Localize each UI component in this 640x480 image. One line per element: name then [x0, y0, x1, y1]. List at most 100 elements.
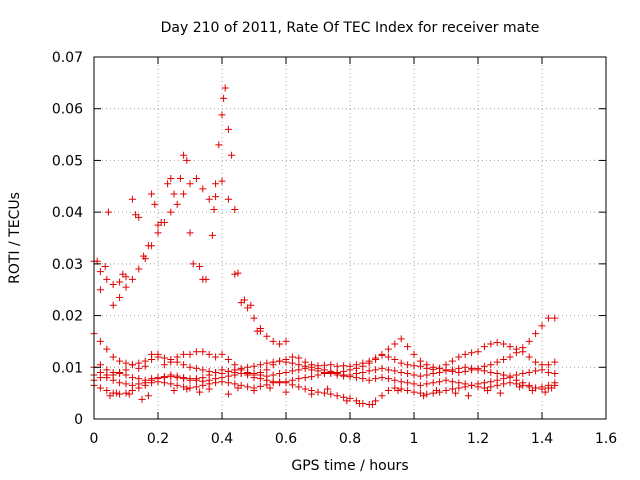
data-point [493, 338, 501, 346]
data-point [247, 301, 255, 309]
data-point [397, 378, 405, 386]
data-point [186, 384, 194, 392]
data-point [128, 275, 136, 283]
series-track-f [90, 175, 290, 348]
data-point [308, 363, 316, 371]
data-point [103, 345, 111, 353]
data-point [224, 390, 232, 398]
data-point [160, 361, 168, 369]
data-point [224, 356, 232, 364]
data-point [519, 369, 527, 377]
data-point [461, 350, 469, 358]
data-point [480, 362, 488, 370]
y-tick-label: 0 [74, 412, 83, 428]
data-point [551, 379, 559, 387]
data-point [365, 367, 373, 375]
data-point [391, 376, 399, 384]
data-point [404, 387, 412, 395]
data-point [468, 381, 476, 389]
data-point [544, 361, 552, 369]
data-point [416, 372, 424, 380]
axis-ticks [93, 56, 607, 420]
data-point [301, 374, 309, 382]
data-point [256, 382, 264, 390]
data-point [551, 314, 559, 322]
data-point [109, 368, 117, 376]
data-point [218, 350, 226, 358]
data-point [416, 381, 424, 389]
data-point [196, 262, 204, 270]
data-point [541, 388, 549, 396]
data-point [256, 361, 264, 369]
data-point [516, 383, 524, 391]
data-point [234, 384, 242, 392]
data-point [442, 387, 450, 395]
data-point [276, 379, 284, 387]
data-point [234, 269, 242, 277]
data-point [468, 366, 476, 374]
data-point [308, 373, 316, 381]
data-point [180, 151, 188, 159]
data-point [378, 350, 386, 358]
data-point [135, 213, 143, 221]
data-point [496, 389, 504, 397]
data-point [548, 384, 556, 392]
data-point [237, 364, 245, 372]
data-point [528, 387, 536, 395]
data-point [282, 358, 290, 366]
data-point [544, 368, 552, 376]
grid-lines [94, 57, 606, 419]
data-point [199, 381, 207, 389]
data-point [525, 337, 533, 345]
data-point [282, 378, 290, 386]
data-point [244, 363, 252, 371]
data-point [276, 340, 284, 348]
data-point [167, 356, 175, 364]
y-tick-label: 0.06 [52, 102, 83, 118]
data-point [164, 180, 172, 188]
data-point [314, 364, 322, 372]
data-point [295, 354, 303, 362]
data-point [205, 367, 213, 375]
data-point [112, 389, 120, 397]
data-point [154, 353, 162, 361]
data-point [103, 275, 111, 283]
data-point [282, 337, 290, 345]
data-point [436, 364, 444, 372]
data-point [404, 369, 412, 377]
data-point [221, 84, 229, 92]
data-point [135, 265, 143, 273]
data-point [410, 371, 418, 379]
data-point [103, 387, 111, 395]
data-point [352, 374, 360, 382]
data-point [432, 387, 440, 395]
data-point [288, 376, 296, 384]
data-point [231, 206, 239, 214]
data-point [116, 293, 124, 301]
data-point [288, 367, 296, 375]
data-point [327, 361, 335, 369]
data-point [269, 371, 277, 379]
data-point [448, 367, 456, 375]
data-point [122, 359, 130, 367]
data-point [176, 175, 184, 183]
data-point [288, 359, 296, 367]
data-point [519, 381, 527, 389]
data-point [96, 368, 104, 376]
data-point [205, 385, 213, 393]
series-outliers [93, 84, 264, 335]
data-point [384, 353, 392, 361]
data-point [352, 364, 360, 372]
data-point [391, 356, 399, 364]
data-point [512, 349, 520, 357]
data-point [343, 397, 351, 405]
data-point [167, 175, 175, 183]
data-point [148, 376, 156, 384]
x-tick-label: 0.6 [275, 431, 297, 447]
data-point [106, 392, 114, 400]
data-point [218, 177, 226, 185]
data-point [442, 376, 450, 384]
data-point [420, 392, 428, 400]
data-point [122, 371, 130, 379]
